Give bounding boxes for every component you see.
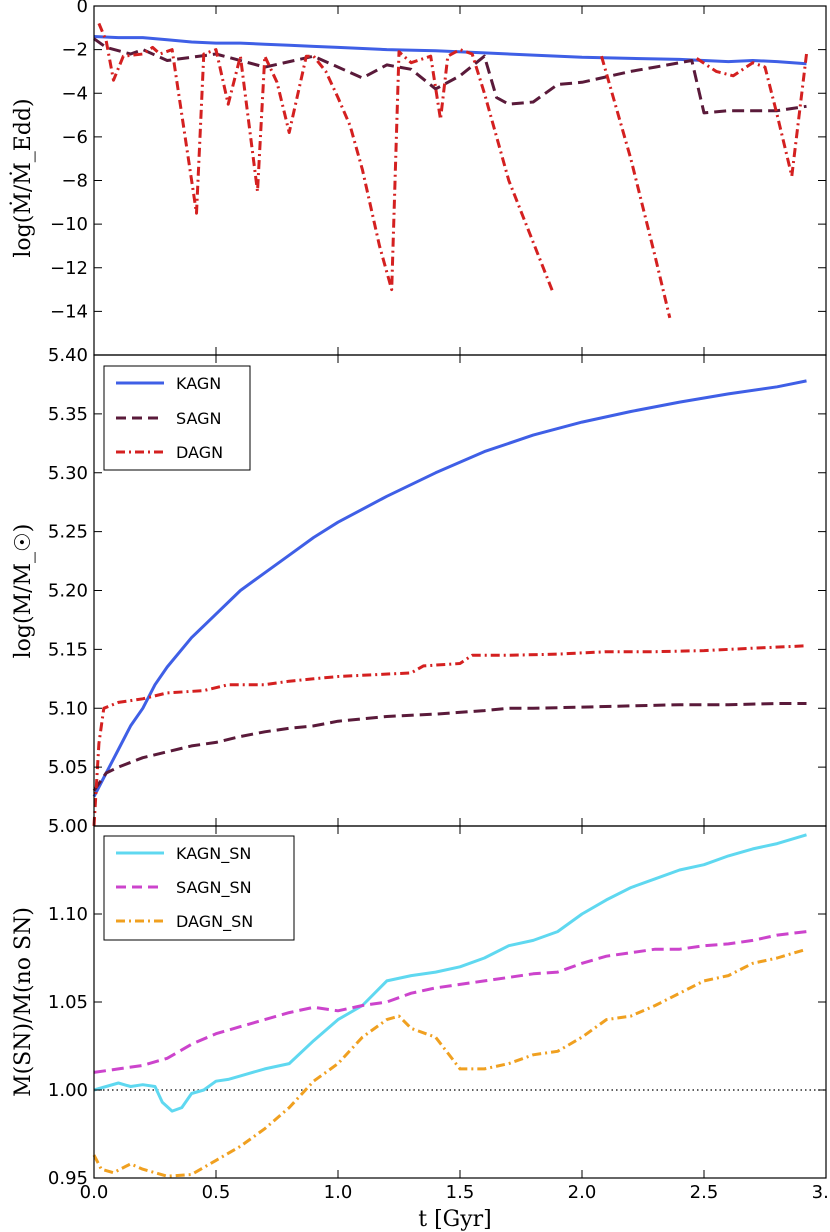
- series-line-sagn: [93, 37, 807, 115]
- bh-mass-lines: [92, 379, 807, 827]
- series-line-sagn: [92, 702, 807, 792]
- sn-ratio-frame: [93, 825, 827, 1179]
- legend-label-kagn-sn: KAGN_SN: [176, 844, 251, 864]
- legend-label-dagn: DAGN: [176, 443, 223, 462]
- series-line-kagn: [92, 379, 807, 798]
- legend-label-kagn: KAGN: [176, 374, 221, 393]
- series-line-dagn: [92, 644, 807, 827]
- bh-mass-panel: 5.00 5.05 5.10 5.15 5.20 5.25 5.30 5.35 5.40 log…: [11, 345, 827, 837]
- y-tick-label: 5.25: [48, 522, 88, 543]
- y-tick-label: −14: [50, 301, 88, 322]
- sn-ratio-ylabel: M(SN)/M(no SN): [11, 907, 36, 1097]
- y-tick-label: 1.05: [48, 992, 88, 1013]
- x-tick-label: 1.0: [324, 1182, 353, 1203]
- bh-mass-legend: KAGN SAGN DAGN: [103, 365, 251, 471]
- y-tick-label: 0: [77, 0, 88, 17]
- series-line-dagn-seg2: [695, 53, 808, 178]
- x-tick-label: 0.5: [202, 1182, 231, 1203]
- legend-label-sagn: SAGN: [176, 409, 221, 428]
- sn-ratio-legend: KAGN_SN SAGN_SN DAGN_SN: [103, 835, 295, 941]
- y-tick-label: 1.10: [48, 904, 88, 925]
- series-line-sagn-sn: [93, 930, 807, 1074]
- x-tick-label: 2.5: [690, 1182, 719, 1203]
- series-line-dagn-sn: [92, 947, 807, 1178]
- y-tick-label: 5.20: [48, 581, 88, 602]
- x-tick-label: 3.0: [812, 1182, 830, 1203]
- y-tick-label: −6: [61, 127, 88, 148]
- y-tick-label: 0.95: [48, 1168, 88, 1189]
- y-tick-label: 5.00: [48, 816, 88, 837]
- y-tick-label: 1.00: [48, 1080, 88, 1101]
- sn-ratio-ticks: 0.95 1.00 1.05 1.10 0.0 0.5 1.0 1.5 2.0 2.5 3.0: [48, 826, 830, 1203]
- y-tick-label: −10: [50, 214, 88, 235]
- legend-label-dagn-sn: DAGN_SN: [176, 912, 253, 932]
- y-tick-label: 5.05: [48, 757, 88, 778]
- x-tick-label: 0.0: [80, 1182, 109, 1203]
- y-tick-label: 5.40: [48, 345, 88, 366]
- y-tick-label: −2: [61, 40, 88, 61]
- y-tick-label: −4: [61, 83, 88, 104]
- y-tick-label: 5.10: [48, 698, 88, 719]
- sn-ratio-lines: [92, 833, 826, 1178]
- accretion-rate-lines: [93, 22, 808, 319]
- series-line-dagn-seg1: [600, 55, 672, 319]
- y-tick-label: 5.30: [48, 463, 88, 484]
- y-tick-label: −8: [61, 171, 88, 192]
- x-tick-label: 2.0: [568, 1182, 597, 1203]
- series-line-kagn: [93, 35, 807, 66]
- bh-mass-ylabel: log(M/M_☉): [11, 524, 36, 659]
- accretion-rate-ticks: 0 −2 −4 −6 −8 −10 −12 −14: [50, 0, 827, 355]
- y-tick-label: 5.35: [48, 404, 88, 425]
- x-tick-label: 1.5: [446, 1182, 475, 1203]
- y-tick-label: −12: [50, 258, 88, 279]
- legend-label-sagn-sn: SAGN_SN: [176, 878, 252, 898]
- sn-ratio-panel: 0.95 1.00 1.05 1.10 0.0 0.5 1.0 1.5 2.0 2.5 3.0 M(…: [11, 825, 830, 1232]
- y-tick-label: 5.15: [48, 639, 88, 660]
- x-axis-label: t [Gyr]: [418, 1207, 492, 1232]
- series-line-dagn-seg0: [97, 22, 555, 293]
- bh-mass-ticks: 5.00 5.05 5.10 5.15 5.20 5.25 5.30 5.35 5.40: [48, 345, 827, 837]
- accretion-rate-ylabel: log(Ṁ/Ṁ_Edd): [9, 98, 36, 257]
